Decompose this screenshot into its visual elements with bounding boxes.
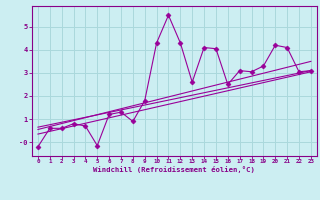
X-axis label: Windchill (Refroidissement éolien,°C): Windchill (Refroidissement éolien,°C) — [93, 166, 255, 173]
